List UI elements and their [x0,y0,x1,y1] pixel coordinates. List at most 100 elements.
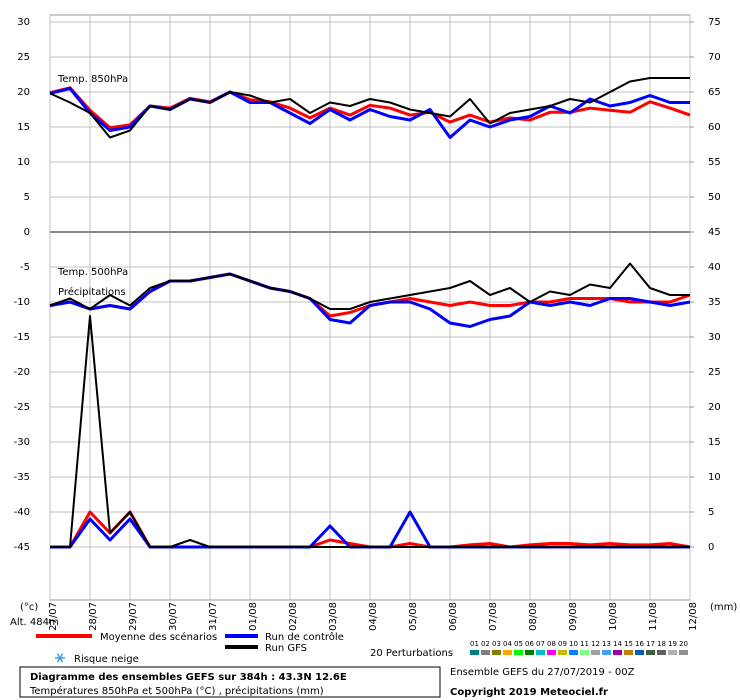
footer-title: Diagramme des ensembles GEFS sur 384h : … [30,672,347,683]
y-tick-label: -40 [14,507,30,518]
y-tick-label: 25 [17,52,30,63]
y-tick-label: -10 [14,297,30,308]
x-tick-label: 08/08 [528,602,539,631]
y2-tick-label: 60 [708,122,721,133]
legend-label: Moyenne des scénarios [100,631,217,643]
snow-icon [55,653,65,663]
x-tick-label: 29/07 [128,602,139,631]
perturbation-label: 04 [503,640,512,648]
x-tick-label: 09/08 [568,602,579,631]
perturbation-label: 17 [646,640,655,648]
perturbation-label: 13 [602,640,611,648]
y2-tick-label: 50 [708,192,721,203]
x-tick-label: 01/08 [248,602,259,631]
y-tick-label: -35 [14,472,30,483]
perturbation-label: 07 [536,640,545,648]
x-tick-label: 03/08 [328,602,339,631]
perturbation-label: 20 [679,640,688,648]
perturbation-swatch [536,650,545,655]
y2-tick-label: 20 [708,402,721,413]
perturbation-label: 09 [558,640,567,648]
y2-tick-label: 15 [708,437,721,448]
perturbation-label: 11 [580,640,589,648]
perturbation-swatch [525,650,534,655]
x-tick-label: 05/08 [408,602,419,631]
y2-tick-label: 45 [708,227,721,238]
y2-tick-label: 55 [708,157,721,168]
y-tick-label: -15 [14,332,30,343]
perturbation-swatch [492,650,501,655]
x-tick-label: 04/08 [368,602,379,631]
perturbation-swatch [481,650,490,655]
x-tick-label: 28/07 [88,602,99,631]
legend-label: 20 Perturbations [370,648,453,659]
y-tick-label: 30 [17,17,30,28]
series-line [49,77,690,139]
perturbation-label: 10 [569,640,578,648]
series-line [50,315,690,548]
perturbation-swatch [624,650,633,655]
perturbation-swatch [470,650,479,655]
y-tick-label: 20 [17,87,30,98]
x-tick-label: 02/08 [288,602,299,631]
perturbation-swatch [558,650,567,655]
x-tick-label: 31/07 [208,602,219,631]
perturbation-label: 18 [657,640,666,648]
perturbation-label: 03 [492,640,501,648]
perturbation-label: 12 [591,640,600,648]
annotation: Précipitations [58,286,126,298]
perturbation-label: 14 [613,640,622,648]
y-tick-label: 0 [24,227,30,238]
lines [49,77,691,549]
x-tick-label: 27/07 [48,602,59,631]
y2-tick-label: 30 [708,332,721,343]
perturbation-swatch [569,650,578,655]
perturbation-swatch [580,650,589,655]
footer-subtitle: Températures 850hPa et 500hPa (°C) , pré… [29,685,324,697]
series-line [49,262,690,310]
y-tick-label: 15 [17,122,30,133]
panel-title: Temp. 500hPa [57,267,128,278]
perturbation-swatch [635,650,644,655]
perturbation-swatch [591,650,600,655]
y2-tick-label: 70 [708,52,721,63]
y-tick-label: 10 [17,157,30,168]
y2-tick-label: 35 [708,297,721,308]
y-tick-label: -30 [14,437,30,448]
x-tick-label: 11/08 [648,602,659,631]
series-line [49,272,691,328]
run-info: Ensemble GEFS du 27/07/2019 - 00Z [450,667,635,678]
grid [49,15,694,600]
legend-label: Run de contrôle [265,631,344,643]
x-tick-label: 07/08 [488,602,499,631]
perturbation-swatch [657,650,666,655]
perturbation-swatch [602,650,611,655]
y2-tick-label: 40 [708,262,721,273]
y2-tick-label: 0 [708,542,714,553]
panel-title: Temp. 850hPa [57,74,128,85]
y-tick-label: 5 [24,192,30,203]
perturbation-swatch [503,650,512,655]
perturbation-swatch [668,650,677,655]
y2-tick-label: 5 [708,507,714,518]
y2-tick-label: 25 [708,367,721,378]
perturbation-label: 05 [514,640,523,648]
x-tick-label: 12/08 [688,602,699,631]
x-tick-label: 30/07 [168,602,179,631]
x-tick-label: 06/08 [448,602,459,631]
legend-label: Run GFS [265,643,307,654]
perturbation-label: 16 [635,640,644,648]
title-box [19,666,441,698]
perturbation-swatch [514,650,523,655]
y-tick-label: -25 [14,402,30,413]
y-tick-label: -5 [20,262,30,273]
y2-tick-label: 75 [708,17,721,28]
x-tick-label: 10/08 [608,602,619,631]
y2-tick-label: 65 [708,87,721,98]
axis-unit: (mm) [710,602,737,613]
y2-tick-label: 10 [708,472,721,483]
perturbation-label: 15 [624,640,633,648]
y-tick-label: -20 [14,367,30,378]
perturbation-label: 08 [547,640,556,648]
